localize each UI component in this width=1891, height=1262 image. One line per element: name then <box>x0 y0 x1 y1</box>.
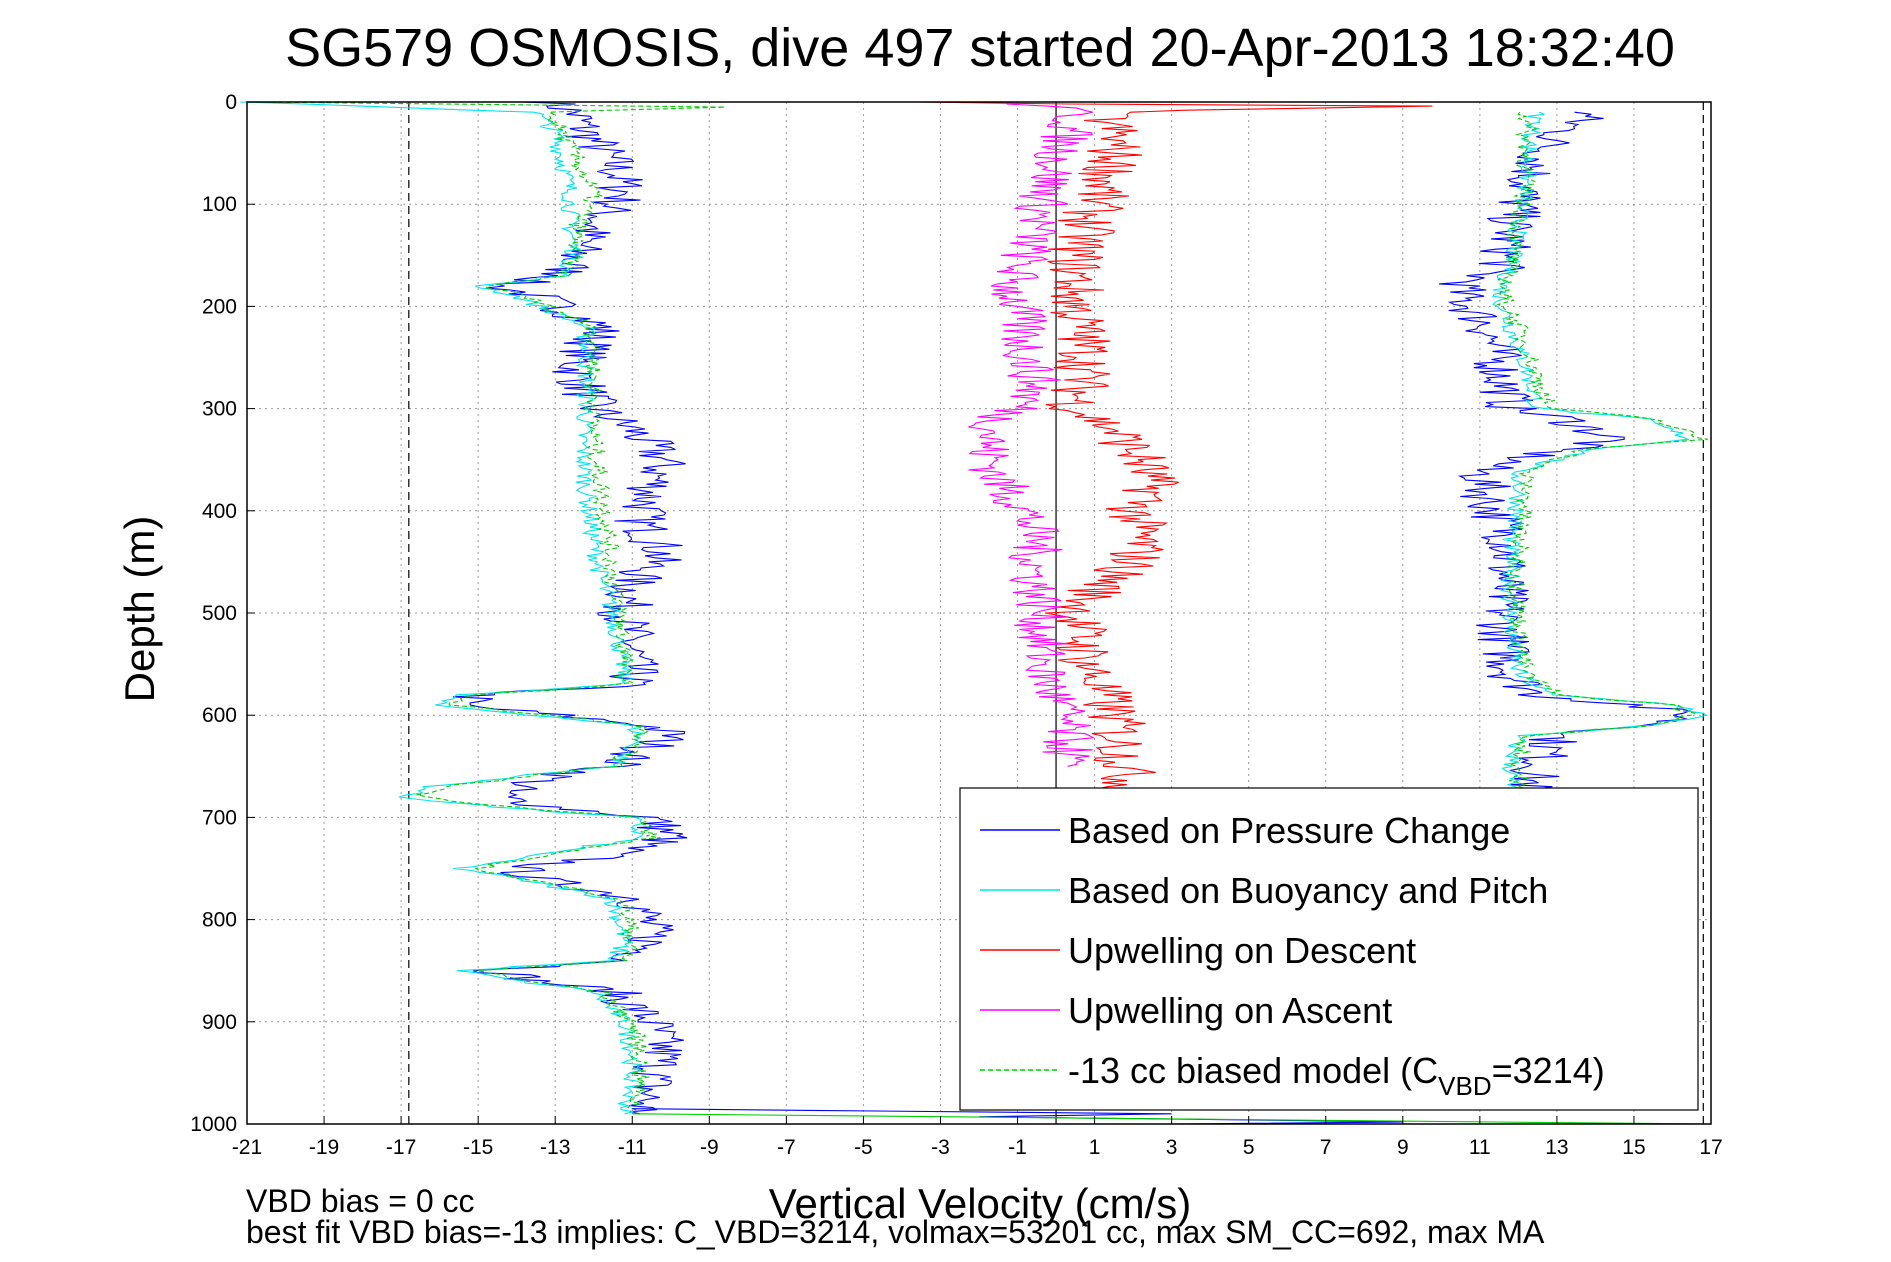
x-tick-label: -7 <box>777 1136 796 1159</box>
legend-label: Based on Pressure Change <box>1068 810 1510 851</box>
x-tick-label: 15 <box>1622 1136 1645 1159</box>
series-line-2-0 <box>917 101 1433 818</box>
x-tick-label: -15 <box>463 1136 493 1159</box>
legend-label: -13 cc biased model (CVBD=3214) <box>1068 1050 1605 1101</box>
y-tick-label: 600 <box>202 704 237 727</box>
x-tick-label: 3 <box>1166 1136 1178 1159</box>
x-tick-label: -11 <box>618 1136 647 1159</box>
y-tick-label: 400 <box>202 500 237 523</box>
x-tick-label: 13 <box>1545 1136 1568 1159</box>
series-line-3-0 <box>968 101 1096 767</box>
x-tick-label: 17 <box>1699 1136 1722 1159</box>
x-tick-label: -19 <box>309 1136 339 1159</box>
y-axis-ticks: 0 100 200 300 400 500 600 700 800 900 1000 <box>190 91 255 1136</box>
chart-title: SG579 OSMOSIS, dive 497 started 20-Apr-2… <box>285 18 1675 78</box>
y-tick-label: 100 <box>202 193 237 216</box>
legend-label-suffix: =3214) <box>1492 1050 1605 1091</box>
series-line-4-1 <box>1496 111 1708 798</box>
x-tick-label: 11 <box>1469 1136 1491 1159</box>
x-tick-label: -17 <box>386 1136 416 1159</box>
x-axis-label: Vertical Velocity (cm/s) <box>769 1180 1191 1227</box>
note-vbd-bias: VBD bias = 0 cc <box>246 1183 475 1219</box>
legend-label: Based on Buoyancy and Pitch <box>1068 870 1548 911</box>
legend: Based on Pressure Change Based on Buoyanc… <box>959 787 1699 1111</box>
y-tick-label: 0 <box>225 91 237 114</box>
legend-box <box>959 787 1699 1111</box>
x-tick-label: -13 <box>540 1136 570 1159</box>
x-tick-label: -1 <box>1008 1136 1027 1159</box>
y-tick-label: 200 <box>202 295 237 318</box>
legend-label-prefix: -13 cc biased model (C <box>1068 1050 1438 1091</box>
x-tick-label: -9 <box>700 1136 719 1159</box>
x-tick-label: 7 <box>1320 1136 1332 1159</box>
note-best-fit: best fit VBD bias=-13 implies: C_VBD=321… <box>246 1214 1545 1250</box>
y-axis-label: Depth (m) <box>116 516 163 703</box>
y-tick-label: 500 <box>202 602 237 625</box>
x-tick-label: 9 <box>1397 1136 1409 1159</box>
y-tick-label: 900 <box>202 1011 237 1034</box>
y-tick-label: 800 <box>202 909 237 932</box>
x-tick-label: 1 <box>1089 1136 1101 1159</box>
x-tick-label: -21 <box>232 1136 262 1159</box>
series-line-4-0 <box>254 101 726 1115</box>
x-tick-label: 5 <box>1243 1136 1255 1159</box>
y-tick-label: 300 <box>202 398 237 421</box>
x-axis-ticks: -21 -19 -17 -15 -13 -11 -9 -7 -5 -3 -1 1 3 5 7 9 11 13 15 1… <box>232 1116 1723 1159</box>
y-tick-label: 1000 <box>190 1113 237 1136</box>
x-tick-label: -5 <box>854 1136 873 1159</box>
legend-label-sub: VBD <box>1438 1071 1491 1101</box>
legend-label: Upwelling on Descent <box>1068 930 1416 971</box>
series-line-1-1 <box>1492 111 1708 798</box>
series-line-1-0 <box>240 101 645 1115</box>
series-line-0-1 <box>1439 111 1692 798</box>
y-tick-label: 700 <box>202 806 237 829</box>
x-tick-label: -3 <box>931 1136 950 1159</box>
legend-label: Upwelling on Ascent <box>1068 990 1392 1031</box>
